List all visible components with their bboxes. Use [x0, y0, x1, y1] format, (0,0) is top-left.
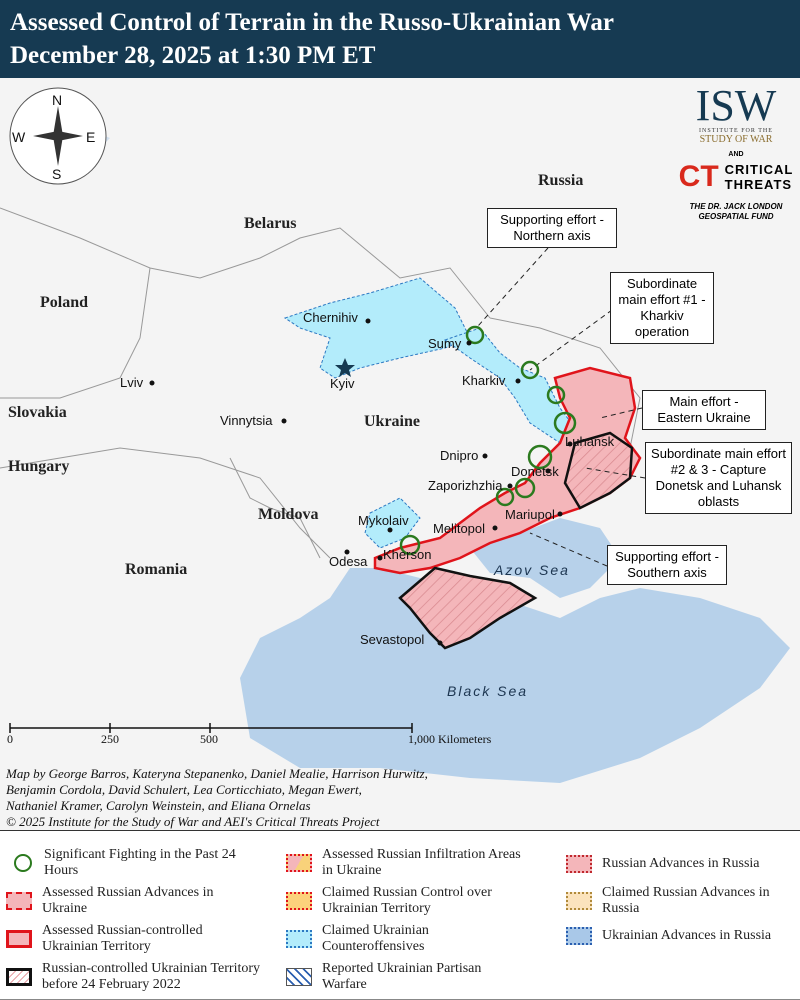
city-label: Odesa	[329, 554, 368, 569]
compass-n: N	[52, 92, 63, 108]
legend-item: Assessed Russian Advances in Ukraine	[6, 885, 256, 917]
compass-icon	[9, 87, 107, 185]
legend-item: Ukrainian Advances in Russia	[566, 927, 796, 945]
legend-item: Russian Advances in Russia	[566, 855, 796, 873]
fighting-markers	[399, 325, 577, 556]
label-moldova: Moldova	[258, 506, 319, 523]
legend-item: Significant Fighting in the Past 24 Hour…	[10, 847, 260, 879]
label-slovakia: Slovakia	[8, 404, 67, 421]
city-label: Melitopol	[433, 521, 486, 536]
city-label: Kyiv	[330, 376, 355, 391]
compass-s: S	[52, 166, 62, 182]
scale-tick: 250	[101, 732, 119, 746]
kyiv-star-icon	[335, 358, 355, 377]
callout-northern-axis: Supporting effort - Northern axis	[487, 208, 617, 248]
credits: Map by George Barros, Kateryna Stepanenk…	[6, 766, 428, 829]
city-label: Chernihiv	[303, 310, 358, 325]
label-azov-sea: Azov Sea	[494, 562, 570, 578]
callout-donetsk-luhansk: Subordinate main effort #2 & 3 - Capture…	[645, 442, 792, 514]
legend-item: Claimed Russian Advances in Russia	[566, 885, 796, 917]
city-label: Mariupol	[505, 507, 555, 522]
scale-label: 1,000 Kilometers	[408, 732, 492, 746]
label-romania: Romania	[125, 561, 188, 578]
fighting-circle	[495, 487, 515, 507]
city-label: Mykolaiv	[358, 513, 409, 528]
city-label: Dnipro	[440, 448, 479, 463]
city-label: Sevastopol	[360, 632, 425, 647]
fighting-circle	[553, 411, 577, 435]
callout-southern-axis: Supporting effort - Southern axis	[607, 545, 727, 585]
city-label: Donetsk	[511, 464, 559, 479]
black-sea	[240, 568, 790, 783]
fighting-circle	[546, 385, 566, 405]
fighting-circle	[520, 360, 540, 380]
label-russia: Russia	[538, 172, 584, 189]
callout-kharkiv-operation: Subordinate main effort #1 - Kharkiv ope…	[610, 272, 714, 344]
city-label: Vinnytsia	[220, 413, 273, 428]
callout-eastern-ukraine: Main effort - Eastern Ukraine	[642, 390, 766, 430]
map[interactable]: N S E W ISW INSTITUTE FOR THE STUDY OF W…	[0, 78, 800, 830]
city-label: Sumy	[428, 336, 462, 351]
legend-item: Reported Ukrainian Partisan Warfare	[286, 961, 526, 993]
legend-item: Assessed Russian-controlled Ukrainian Te…	[6, 923, 256, 955]
legend-item: Claimed Russian Control over Ukrainian T…	[286, 885, 526, 917]
city-label: Luhansk	[565, 434, 615, 449]
isw-ct-logo: ISW INSTITUTE FOR THE STUDY OF WAR AND C…	[678, 81, 794, 222]
date-line: December 28, 2025 at 1:30 PM ET	[10, 42, 376, 69]
city-label: Kherson	[383, 547, 432, 562]
scale-tick: 500	[200, 732, 218, 746]
legend: Significant Fighting in the Past 24 Hour…	[0, 830, 800, 1000]
fighting-circle	[399, 534, 421, 556]
scale-tick: 0	[7, 732, 13, 746]
label-hungary: Hungary	[8, 458, 70, 475]
legend-item: Claimed Ukrainian Counteroffensives	[286, 923, 526, 955]
city-label: Kharkiv	[462, 373, 506, 388]
fighting-circle-icon	[14, 854, 32, 872]
label-poland: Poland	[40, 294, 89, 311]
compass-w: W	[12, 129, 26, 145]
label-ukraine: Ukraine	[364, 413, 420, 430]
ukrainian-counteroffensive-kharkiv	[443, 327, 576, 444]
label-black-sea: Black Sea	[447, 683, 529, 699]
fighting-circle	[514, 477, 536, 499]
ukrainian-counteroffensive-north	[283, 277, 471, 379]
label-belarus: Belarus	[244, 215, 297, 232]
fighting-circle	[527, 444, 553, 470]
city-label: Zaporizhzhia	[428, 478, 503, 493]
map-title: Assessed Control of Terrain in the Russo…	[0, 0, 800, 78]
fighting-circle	[465, 325, 485, 345]
legend-item: Russian-controlled Ukrainian Territory b…	[6, 961, 266, 993]
compass-e: E	[86, 129, 96, 145]
title-line: Assessed Control of Terrain in the Russo…	[10, 9, 615, 36]
legend-item: Assessed Russian Infiltration Areas in U…	[286, 847, 526, 879]
city-label: Lviv	[120, 375, 144, 390]
crimea	[398, 566, 538, 650]
